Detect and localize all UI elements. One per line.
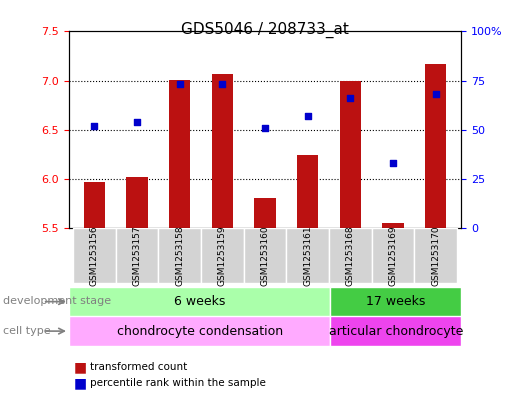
Text: GSM1253168: GSM1253168: [346, 225, 355, 286]
Bar: [297, 155, 319, 228]
Bar: [340, 81, 361, 228]
FancyBboxPatch shape: [286, 228, 329, 283]
FancyBboxPatch shape: [414, 228, 457, 283]
Text: percentile rank within the sample: percentile rank within the sample: [90, 378, 266, 388]
Point: [133, 119, 142, 125]
FancyBboxPatch shape: [329, 228, 372, 283]
Point: [261, 125, 269, 131]
FancyBboxPatch shape: [69, 287, 330, 316]
Bar: [211, 73, 233, 228]
Text: GSM1253156: GSM1253156: [90, 225, 99, 286]
Point: [346, 95, 355, 101]
Text: GSM1253169: GSM1253169: [388, 225, 398, 286]
Bar: [127, 177, 148, 228]
FancyBboxPatch shape: [330, 287, 461, 316]
Text: GSM1253161: GSM1253161: [303, 225, 312, 286]
FancyBboxPatch shape: [201, 228, 244, 283]
Bar: [169, 80, 190, 228]
Text: GSM1253158: GSM1253158: [175, 225, 184, 286]
FancyBboxPatch shape: [73, 228, 116, 283]
Bar: [254, 198, 276, 228]
Bar: [425, 64, 446, 228]
Text: articular chondrocyte: articular chondrocyte: [329, 325, 463, 338]
Text: GSM1253170: GSM1253170: [431, 225, 440, 286]
FancyBboxPatch shape: [372, 228, 414, 283]
FancyBboxPatch shape: [158, 228, 201, 283]
Bar: [382, 223, 403, 228]
Point: [218, 81, 227, 88]
FancyBboxPatch shape: [69, 316, 330, 346]
FancyBboxPatch shape: [116, 228, 158, 283]
Text: ■: ■: [74, 360, 87, 375]
Text: GSM1253157: GSM1253157: [132, 225, 142, 286]
FancyBboxPatch shape: [330, 316, 461, 346]
Bar: [84, 182, 105, 228]
Text: cell type: cell type: [3, 326, 50, 336]
Text: development stage: development stage: [3, 296, 111, 307]
Text: GSM1253159: GSM1253159: [218, 225, 227, 286]
Text: 6 weeks: 6 weeks: [174, 295, 225, 308]
Point: [90, 123, 99, 129]
Point: [388, 160, 397, 166]
Text: 17 weeks: 17 weeks: [366, 295, 426, 308]
Text: ■: ■: [74, 376, 87, 390]
Text: GDS5046 / 208733_at: GDS5046 / 208733_at: [181, 22, 349, 38]
Text: chondrocyte condensation: chondrocyte condensation: [117, 325, 282, 338]
Text: transformed count: transformed count: [90, 362, 187, 373]
Point: [303, 113, 312, 119]
FancyBboxPatch shape: [244, 228, 286, 283]
Point: [175, 81, 184, 88]
Point: [431, 91, 440, 97]
Text: GSM1253160: GSM1253160: [261, 225, 269, 286]
